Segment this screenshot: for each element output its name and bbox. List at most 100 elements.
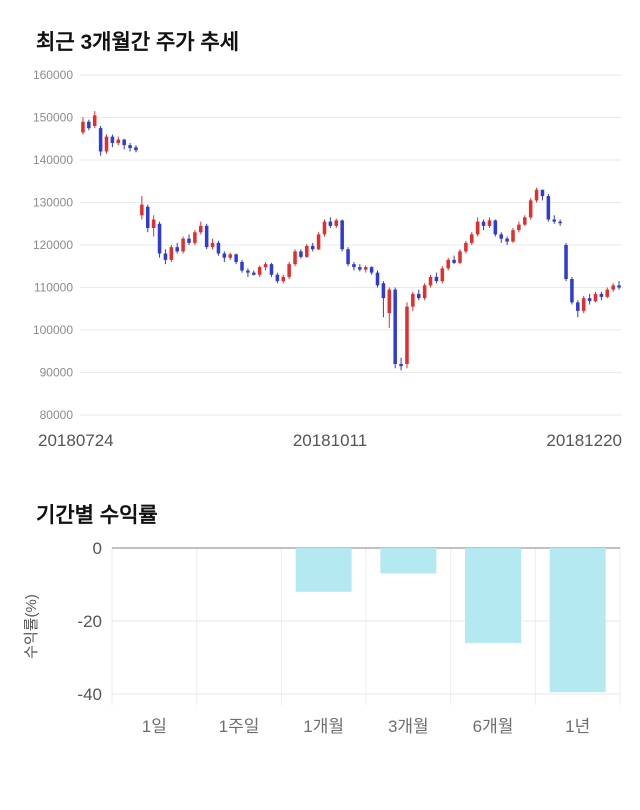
candle-body bbox=[299, 251, 303, 258]
candle-down bbox=[310, 243, 315, 252]
candle-body bbox=[134, 147, 138, 151]
candle-up bbox=[593, 291, 598, 303]
candle-body bbox=[169, 247, 174, 261]
category-label: 3개월 bbox=[388, 717, 429, 736]
candle-body bbox=[611, 285, 615, 290]
candle-body bbox=[310, 246, 315, 250]
candle-body bbox=[275, 274, 280, 282]
return-bar bbox=[549, 548, 606, 693]
candle-up bbox=[470, 232, 474, 246]
candle-down bbox=[499, 232, 503, 244]
candle-body bbox=[316, 234, 321, 250]
candle-body bbox=[428, 277, 433, 286]
candle-down bbox=[299, 249, 303, 259]
candle-body bbox=[334, 220, 339, 227]
candle-body bbox=[599, 294, 604, 298]
candle-down bbox=[564, 243, 568, 282]
candle-up bbox=[263, 262, 268, 271]
candle-body bbox=[475, 221, 480, 235]
candle-down bbox=[540, 189, 545, 201]
candle-down bbox=[576, 300, 580, 318]
candle-body bbox=[352, 264, 356, 268]
candle-body bbox=[405, 306, 409, 365]
candle-body bbox=[363, 267, 368, 270]
candle-down bbox=[234, 253, 238, 265]
candle-up bbox=[528, 198, 533, 220]
candle-up bbox=[605, 287, 610, 299]
candle-body bbox=[116, 139, 121, 144]
candle-up bbox=[611, 283, 615, 292]
candle-up bbox=[287, 262, 291, 280]
candle-body bbox=[440, 268, 445, 282]
candle-up bbox=[405, 302, 409, 369]
candle-down bbox=[134, 145, 138, 153]
y-axis-tick-label: 120000 bbox=[33, 238, 73, 252]
candle-down bbox=[110, 134, 115, 148]
candle-up bbox=[581, 296, 586, 314]
candle-body bbox=[98, 128, 103, 152]
y-axis-tick-label: 140000 bbox=[33, 153, 73, 167]
candle-body bbox=[110, 136, 115, 144]
candle-up bbox=[464, 240, 468, 254]
candle-body bbox=[375, 272, 380, 286]
return-bar bbox=[380, 548, 437, 574]
candle-down bbox=[122, 138, 126, 150]
candle-body bbox=[358, 267, 362, 270]
candle-body bbox=[263, 264, 268, 268]
y-axis-tick-label: -40 bbox=[77, 685, 102, 704]
candle-body bbox=[481, 221, 486, 227]
candle-body bbox=[523, 217, 527, 225]
candle-down bbox=[328, 217, 333, 229]
returns-by-period-title: 기간별 수익률 bbox=[36, 504, 158, 528]
candle-up bbox=[181, 236, 185, 254]
candle-up bbox=[199, 221, 203, 235]
candle-down bbox=[505, 236, 509, 246]
candle-down bbox=[352, 262, 356, 271]
candle-up bbox=[387, 287, 392, 329]
y-axis-tick-label: 130000 bbox=[33, 196, 73, 210]
candle-body bbox=[145, 206, 150, 229]
candle-body bbox=[305, 246, 309, 258]
y-axis-tick-label: 90000 bbox=[40, 366, 74, 380]
candle-down bbox=[187, 234, 191, 246]
candle-body bbox=[252, 272, 256, 275]
candle-body bbox=[576, 302, 580, 312]
candle-body bbox=[181, 238, 185, 252]
candle-up bbox=[422, 283, 427, 301]
candle-body bbox=[257, 267, 262, 275]
candle-down bbox=[358, 264, 362, 272]
candle-down bbox=[493, 219, 498, 237]
candle-body bbox=[128, 145, 132, 149]
candle-down bbox=[416, 289, 421, 301]
candle-down bbox=[163, 249, 168, 265]
candle-body bbox=[92, 115, 97, 127]
candle-up bbox=[92, 111, 97, 129]
candle-up bbox=[428, 274, 433, 288]
x-axis-label-end: 20181220 bbox=[546, 431, 622, 451]
candle-up bbox=[104, 134, 109, 154]
candle-down bbox=[98, 126, 103, 156]
candle-down bbox=[346, 247, 350, 267]
candle-down bbox=[246, 268, 250, 278]
candle-up bbox=[228, 252, 232, 261]
candle-body bbox=[505, 238, 509, 242]
candle-down bbox=[375, 270, 380, 288]
y-axis-title: 수익률(%) bbox=[23, 595, 40, 660]
candle-down bbox=[240, 260, 244, 273]
y-axis-tick-label: 80000 bbox=[40, 408, 74, 422]
candle-body bbox=[340, 220, 344, 250]
candle-up bbox=[487, 217, 492, 229]
category-label: 1개월 bbox=[303, 717, 344, 736]
candle-down bbox=[381, 281, 386, 318]
candle-body bbox=[204, 226, 209, 248]
candle-down bbox=[369, 266, 374, 275]
candle-up bbox=[116, 136, 121, 146]
candle-body bbox=[511, 230, 515, 242]
candle-body bbox=[546, 196, 551, 220]
y-axis-tick-label: 150000 bbox=[33, 111, 73, 125]
candle-down bbox=[157, 221, 162, 258]
candle-body bbox=[558, 221, 562, 224]
candle-body bbox=[157, 223, 162, 254]
candle-up bbox=[151, 215, 156, 237]
